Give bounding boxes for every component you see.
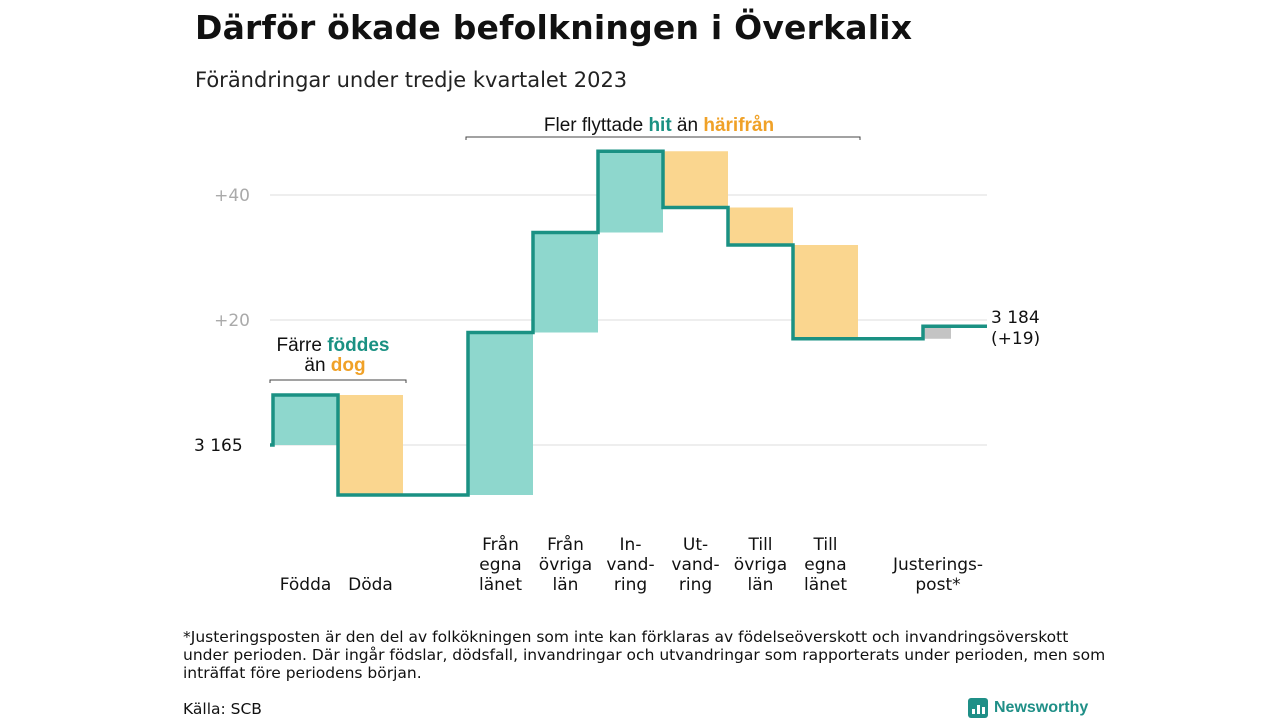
category-label-4-0: In-: [620, 535, 642, 555]
category-label-8-0: Justerings-: [892, 555, 983, 575]
migration-annotation: Fler flyttade hit än härifrån: [544, 115, 774, 136]
cumulative-line: [270, 149, 987, 497]
migration-bracket: [465, 136, 861, 140]
bar-7: [793, 245, 858, 339]
start-value-label: 3 165: [194, 436, 243, 456]
category-label-7-0: Till: [812, 535, 837, 555]
category-label-5-2: ring: [679, 575, 712, 595]
y-tick-label-0: +40: [214, 186, 250, 206]
chart-subtitle: Förändringar under tredje kvartalet 2023: [195, 68, 628, 92]
chart-title: Därför ökade befolkningen i Överkalix: [195, 8, 913, 47]
category-label-2-2: länet: [479, 575, 522, 595]
category-label-7-1: egna: [804, 555, 846, 575]
footnote: *Justeringsposten är den del av folkökni…: [183, 628, 1106, 682]
category-label-3-1: övriga: [539, 555, 592, 575]
births-annotation-line-2: än dog: [304, 355, 365, 376]
births-annotation-line-1: Färre föddes: [277, 335, 390, 356]
category-label-6-1: övriga: [734, 555, 787, 575]
bar-3: [533, 232, 598, 333]
category-label-1-0: Döda: [348, 575, 393, 595]
bar-2: [468, 332, 533, 495]
category-label-2-0: Från: [482, 534, 519, 555]
category-label-8-1: post*: [915, 575, 960, 595]
category-label-4-2: ring: [614, 575, 647, 595]
bar-1: [338, 395, 403, 495]
category-label-6-2: län: [748, 575, 774, 595]
source-text: Källa: SCB: [183, 700, 262, 718]
category-label-4-1: vand-: [606, 555, 654, 575]
category-label-3-2: län: [553, 575, 579, 595]
category-label-7-2: länet: [804, 575, 847, 595]
logo-text: Newsworthy: [994, 699, 1089, 716]
category-label-3-0: Från: [547, 534, 584, 555]
category-label-2-1: egna: [479, 555, 521, 575]
bar-8: [923, 326, 951, 339]
newsworthy-logo: Newsworthy: [968, 697, 1088, 719]
category-label-0-0: Födda: [280, 575, 332, 595]
bar-6: [728, 207, 793, 245]
bar-4: [598, 151, 663, 233]
end-value-label-1: (+19): [991, 329, 1040, 349]
y-tick-label-1: +20: [214, 311, 250, 331]
bar-chart-icon: [968, 698, 988, 718]
births-bracket: [269, 379, 407, 383]
bar-5: [663, 151, 728, 208]
end-value-label-0: 3 184: [991, 308, 1040, 328]
category-label-5-1: vand-: [671, 555, 719, 575]
category-label-5-0: Ut-: [683, 535, 708, 555]
bar-0: [273, 395, 338, 445]
category-label-6-0: Till: [747, 535, 772, 555]
